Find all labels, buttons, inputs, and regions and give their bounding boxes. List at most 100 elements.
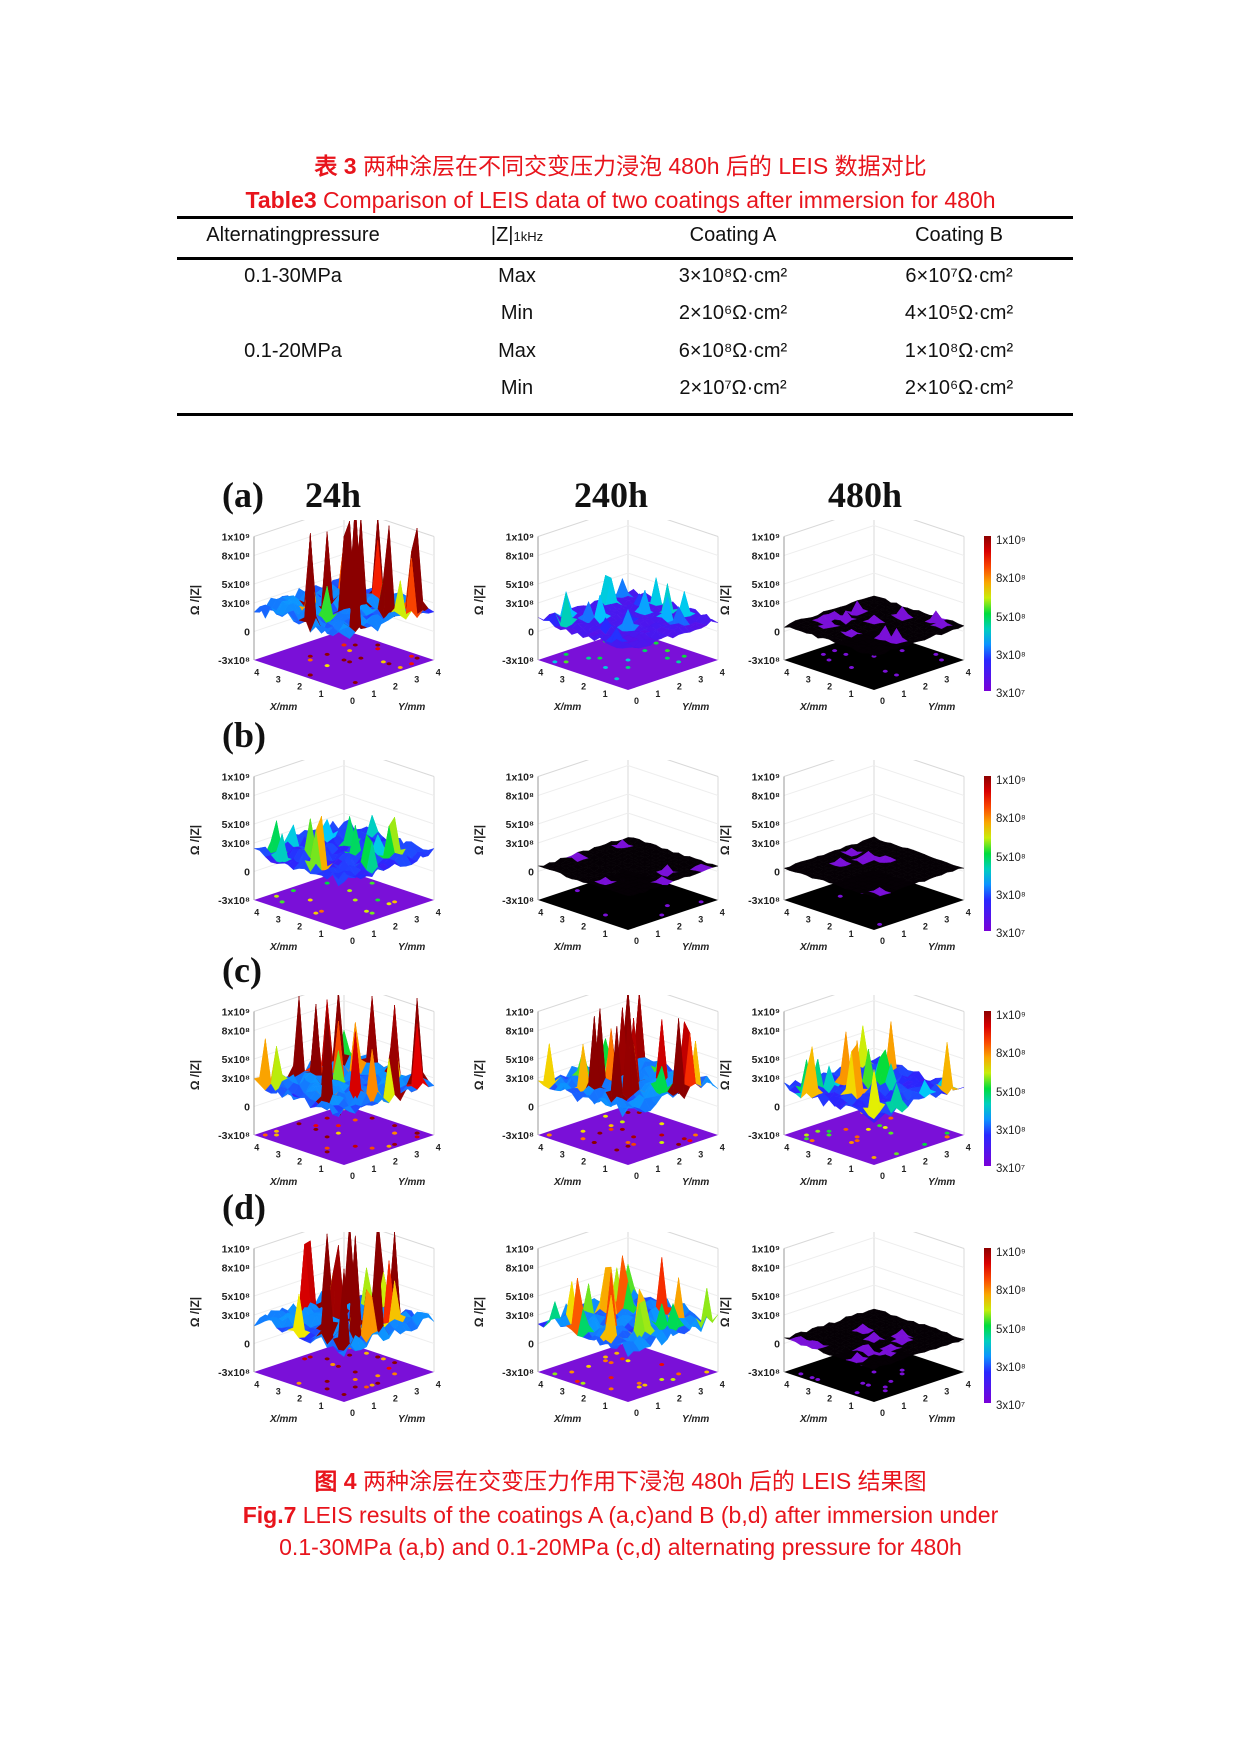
wall-line (912, 1232, 965, 1249)
wall-line (537, 520, 590, 537)
projection-spot (899, 1372, 905, 1376)
x-tick-label: 3 (806, 675, 811, 685)
projection-spot (619, 1120, 625, 1124)
wall-line (382, 760, 435, 777)
colorbar-tick-label: 5x10⁸ (996, 612, 1026, 624)
table-cell-a: 2×10⁶Ω·cm² (678, 302, 788, 324)
z-tick-label: 0 (774, 1339, 780, 1351)
projection-spot (563, 652, 569, 656)
z-tick-label: -3x10⁸ (502, 1367, 534, 1379)
projection-spot (871, 1370, 877, 1374)
projection-spot (392, 1142, 398, 1146)
wall-grid-line (253, 1028, 435, 1060)
wall-grid-line (783, 1236, 965, 1268)
figure-caption-en-1: Fig.7 LEIS results of the coatings A (a,… (0, 1502, 1241, 1528)
projection-spot (877, 922, 883, 926)
projection-spot (882, 1126, 888, 1129)
table-cell-b: 2×10⁶Ω·cm² (904, 377, 1014, 399)
z-tick-label: 0 (774, 1102, 780, 1114)
y-tick-label: 2 (393, 1157, 398, 1167)
surface-cell (650, 577, 663, 607)
wall-grid-line (253, 524, 435, 556)
z-tick-label: 0 (528, 867, 534, 879)
z-axis-label: Ω /|Z| (188, 585, 202, 615)
table-cell-pressure: 0.1-30MPa (244, 265, 342, 287)
projection-spot (625, 666, 631, 669)
wall-grid-line (537, 553, 719, 585)
y-tick-label: 2 (677, 1157, 682, 1167)
wall-line (912, 760, 965, 777)
wall-line (253, 1232, 306, 1249)
y-tick-label: 1 (655, 1401, 660, 1411)
wall-grid-line (783, 524, 965, 556)
projection-spot (335, 1124, 341, 1128)
table-top-rule (177, 216, 1073, 219)
floor-projection (538, 1105, 718, 1165)
header-z: |Z|1kHz (491, 224, 543, 248)
y-tick-label: 1 (371, 1164, 376, 1174)
projection-spot (826, 1129, 832, 1133)
projection-spot (580, 1137, 586, 1141)
header-z-sub: 1kHz (513, 229, 544, 244)
projection-spot (603, 913, 608, 917)
x-tick-label: 2 (827, 1157, 832, 1167)
x-tick-label: 3 (560, 1150, 565, 1160)
z-tick-label: 8x10⁸ (752, 1263, 780, 1275)
y-tick-label: 1 (901, 689, 906, 699)
z-axis-label: Ω /|Z| (718, 1297, 732, 1327)
wall-line (783, 520, 836, 537)
y-tick-label: 0 (880, 1171, 885, 1181)
projection-spot (386, 902, 392, 906)
projection-spot (409, 654, 414, 658)
wall-grid-line (253, 1236, 435, 1268)
projection-spot (693, 1133, 698, 1137)
projection-spot (681, 1137, 687, 1141)
wall-line (783, 995, 836, 1012)
projection-spot (347, 1353, 353, 1357)
z-tick-label: 0 (774, 867, 780, 879)
projection-spot (882, 1385, 888, 1389)
leis-3d-plot: 1x10⁹ 8x10⁸ 5x10⁸ 3x10⁸ 0 -3x10⁸ Ω /|Z| 1 2 3 4 X/m… (718, 520, 971, 713)
z-tick-label: 5x10⁸ (752, 1291, 780, 1303)
y-tick-label: 4 (436, 907, 441, 917)
x-axis-label: X/mm (269, 942, 297, 953)
y-tick-label: 3 (414, 915, 419, 925)
surface-cell (867, 892, 881, 898)
wall-line (666, 520, 719, 537)
projection-spot (319, 909, 324, 913)
table-cell-b: 6×10⁷Ω·cm² (905, 265, 1013, 287)
projection-spot (659, 1122, 665, 1126)
y-tick-label: 3 (414, 1150, 419, 1160)
projection-spot (586, 656, 592, 660)
projection-spot (804, 1137, 809, 1141)
leis-3d-plot: 1x10⁹ 8x10⁸ 5x10⁸ 3x10⁸ 0 -3x10⁸ Ω /|Z| 1 2 3 4 X/m… (718, 760, 971, 953)
table-cell-z: Min (500, 302, 534, 324)
z-tick-label: 5x10⁸ (506, 579, 534, 591)
projection-spot (392, 1124, 398, 1128)
z-tick-label: -3x10⁸ (218, 1367, 250, 1379)
projection-spot (653, 641, 659, 645)
z-tick-label: 1x10⁹ (222, 532, 250, 544)
colorbar-tick-label: 8x10⁸ (996, 813, 1026, 825)
y-tick-label: 2 (677, 682, 682, 692)
wall-grid-line (783, 553, 965, 585)
projection-spot (664, 656, 670, 660)
colorbar-tick-label: 5x10⁸ (996, 852, 1026, 864)
x-tick-label: 2 (827, 682, 832, 692)
projection-spot (659, 1141, 665, 1144)
projection-spot (369, 1116, 375, 1120)
leis-3d-plot: 1x10⁹ 8x10⁸ 5x10⁸ 3x10⁸ 0 -3x10⁸ Ω /|Z| 1 2 3 4 X/m… (188, 520, 441, 713)
x-tick-label: 3 (276, 915, 281, 925)
projection-spot (676, 1372, 682, 1376)
projection-spot (860, 1381, 866, 1385)
z-tick-label: 8x10⁸ (222, 1026, 250, 1038)
projection-spot (375, 1355, 381, 1359)
z-tick-label: -3x10⁸ (748, 655, 780, 667)
z-tick-label: 8x10⁸ (222, 551, 250, 563)
z-tick-label: -3x10⁸ (218, 1130, 250, 1142)
projection-spot (296, 1381, 302, 1385)
z-axis-label: Ω /|Z| (472, 1297, 486, 1327)
x-tick-label: 4 (784, 907, 789, 917)
surface-cell (867, 651, 881, 656)
